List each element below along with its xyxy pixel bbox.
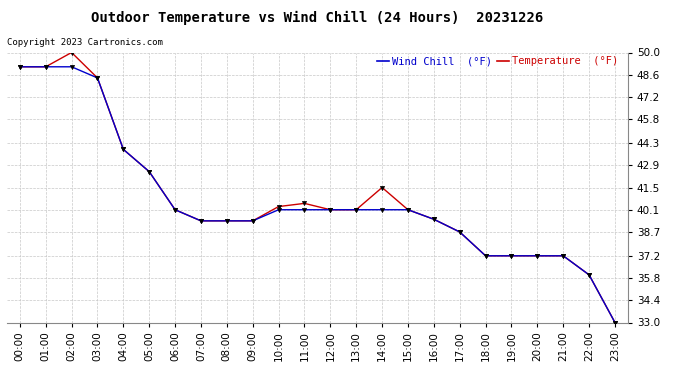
Text: Outdoor Temperature vs Wind Chill (24 Hours)  20231226: Outdoor Temperature vs Wind Chill (24 Ho… xyxy=(91,11,544,26)
Legend: Wind Chill  (°F), Temperature  (°F): Wind Chill (°F), Temperature (°F) xyxy=(373,52,622,70)
Text: Copyright 2023 Cartronics.com: Copyright 2023 Cartronics.com xyxy=(7,38,163,47)
